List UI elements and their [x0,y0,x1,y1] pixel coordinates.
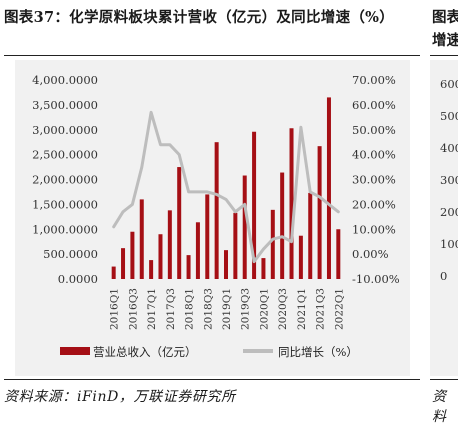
left-axis-tick-label: 2,000.0000 [32,173,98,187]
revenue-bar [326,97,331,279]
revenue-bar [280,172,285,279]
x-axis-tick-label: 2019Q1 [221,288,233,330]
revenue-bar [111,266,116,279]
right-axis-tick-label: 30.00% [352,173,396,187]
right-axis-tick-label: -10.00% [352,272,400,286]
x-axis-tick-label: 2020Q3 [277,288,289,330]
revenue-bar [205,194,210,279]
adjacent-chart-tick-label: 100 [440,237,458,251]
right-axis-tick-label: 10.00% [352,222,396,236]
adjacent-chart-tick-label: 600 [440,77,458,91]
revenue-bar [252,131,257,279]
adjacent-chart-tick-label: 500 [440,109,458,123]
chart-title: 图表37：化学原料板块累计营收（亿元）及同比增速（%） [4,9,395,26]
x-axis-tick-label: 2019Q3 [240,288,252,330]
left-axis-tick-label: 1,000.0000 [32,222,98,236]
left-axis-tick-label: 1,500.0000 [32,197,98,211]
revenue-bar [233,212,238,279]
right-axis-tick-label: 20.00% [352,197,396,211]
adjacent-chart-tick-label: 400 [440,141,458,155]
yoy-growth-line [112,110,340,264]
revenue-bar [214,142,219,279]
adjacent-title-rule [430,55,458,56]
adjacent-source-rule [430,379,458,380]
legend-label-revenue: 营业总收入（亿元） [93,345,197,359]
revenue-bar [186,255,191,279]
source-rule [4,379,420,380]
revenue-bar [317,146,322,279]
x-axis-tick-label: 2020Q1 [258,288,270,330]
revenue-bar [336,229,341,279]
left-axis-tick-label: 500.0000 [43,247,98,261]
left-axis-tick-label: 3,500.0000 [32,98,98,112]
revenue-bar [298,235,303,279]
revenue-bar [308,192,313,279]
x-axis-tick-label: 2022Q1 [333,288,345,330]
right-axis-tick-label: 60.00% [352,98,396,112]
title-rule [4,55,420,56]
revenue-bar [177,167,182,279]
x-axis-tick-label: 2017Q3 [165,288,177,330]
left-axis-tick-label: 3,000.0000 [32,123,98,137]
right-axis-tick-label: 70.00% [352,73,396,87]
right-axis-tick-label: 0.00% [352,247,389,261]
adjacent-chart-tick-label: 0 [440,269,448,283]
adjacent-source-cut: 资料 [432,389,446,425]
revenue-bar [167,210,172,279]
left-axis-tick-label: 2,500.0000 [32,148,98,162]
revenue-bar [289,128,294,279]
revenue-bar [149,260,154,279]
chart-svg: 0.0000 500.0000 1,000.0000 1,500.0000 2,000.… [32,73,400,359]
revenue-bar [270,209,275,279]
x-axis-tick-label: 2021Q3 [315,288,327,330]
right-axis-tick-label: 40.00% [352,148,396,162]
adjacent-chart-tick-label: 200 [440,205,458,219]
left-axis-tick-label: 4,000.0000 [32,73,98,87]
right-axis-tick-label: 50.00% [352,123,396,137]
legend-label-growth: 同比增长（%） [278,345,358,359]
revenue-bar [224,250,228,279]
x-axis-tick-label: 2021Q1 [296,288,308,330]
x-axis-tick-label: 2016Q1 [109,288,121,330]
x-axis-tick-label: 2017Q1 [146,288,158,330]
revenue-bar [139,199,144,279]
legend-swatch-revenue [60,347,90,355]
revenue-bar [121,248,126,279]
revenue-bar [195,222,200,279]
adjacent-chart-title-cut: 图表 增速 [432,9,458,49]
adjacent-chart-panel [430,60,458,376]
x-axis-tick-label: 2018Q3 [202,288,214,330]
x-axis-tick-label: 2016Q3 [127,288,139,330]
left-axis-tick-label: 0.0000 [58,272,98,286]
revenue-bar [158,234,163,279]
revenue-bar [261,258,266,279]
x-axis-tick-label: 2018Q1 [184,288,196,330]
revenue-bar [130,231,135,279]
adjacent-chart-tick-label: 300 [440,173,458,187]
revenue-bar [242,175,247,279]
source-note: 资料来源：iFinD，万联证券研究所 [4,389,236,405]
chart-panel [15,60,410,376]
